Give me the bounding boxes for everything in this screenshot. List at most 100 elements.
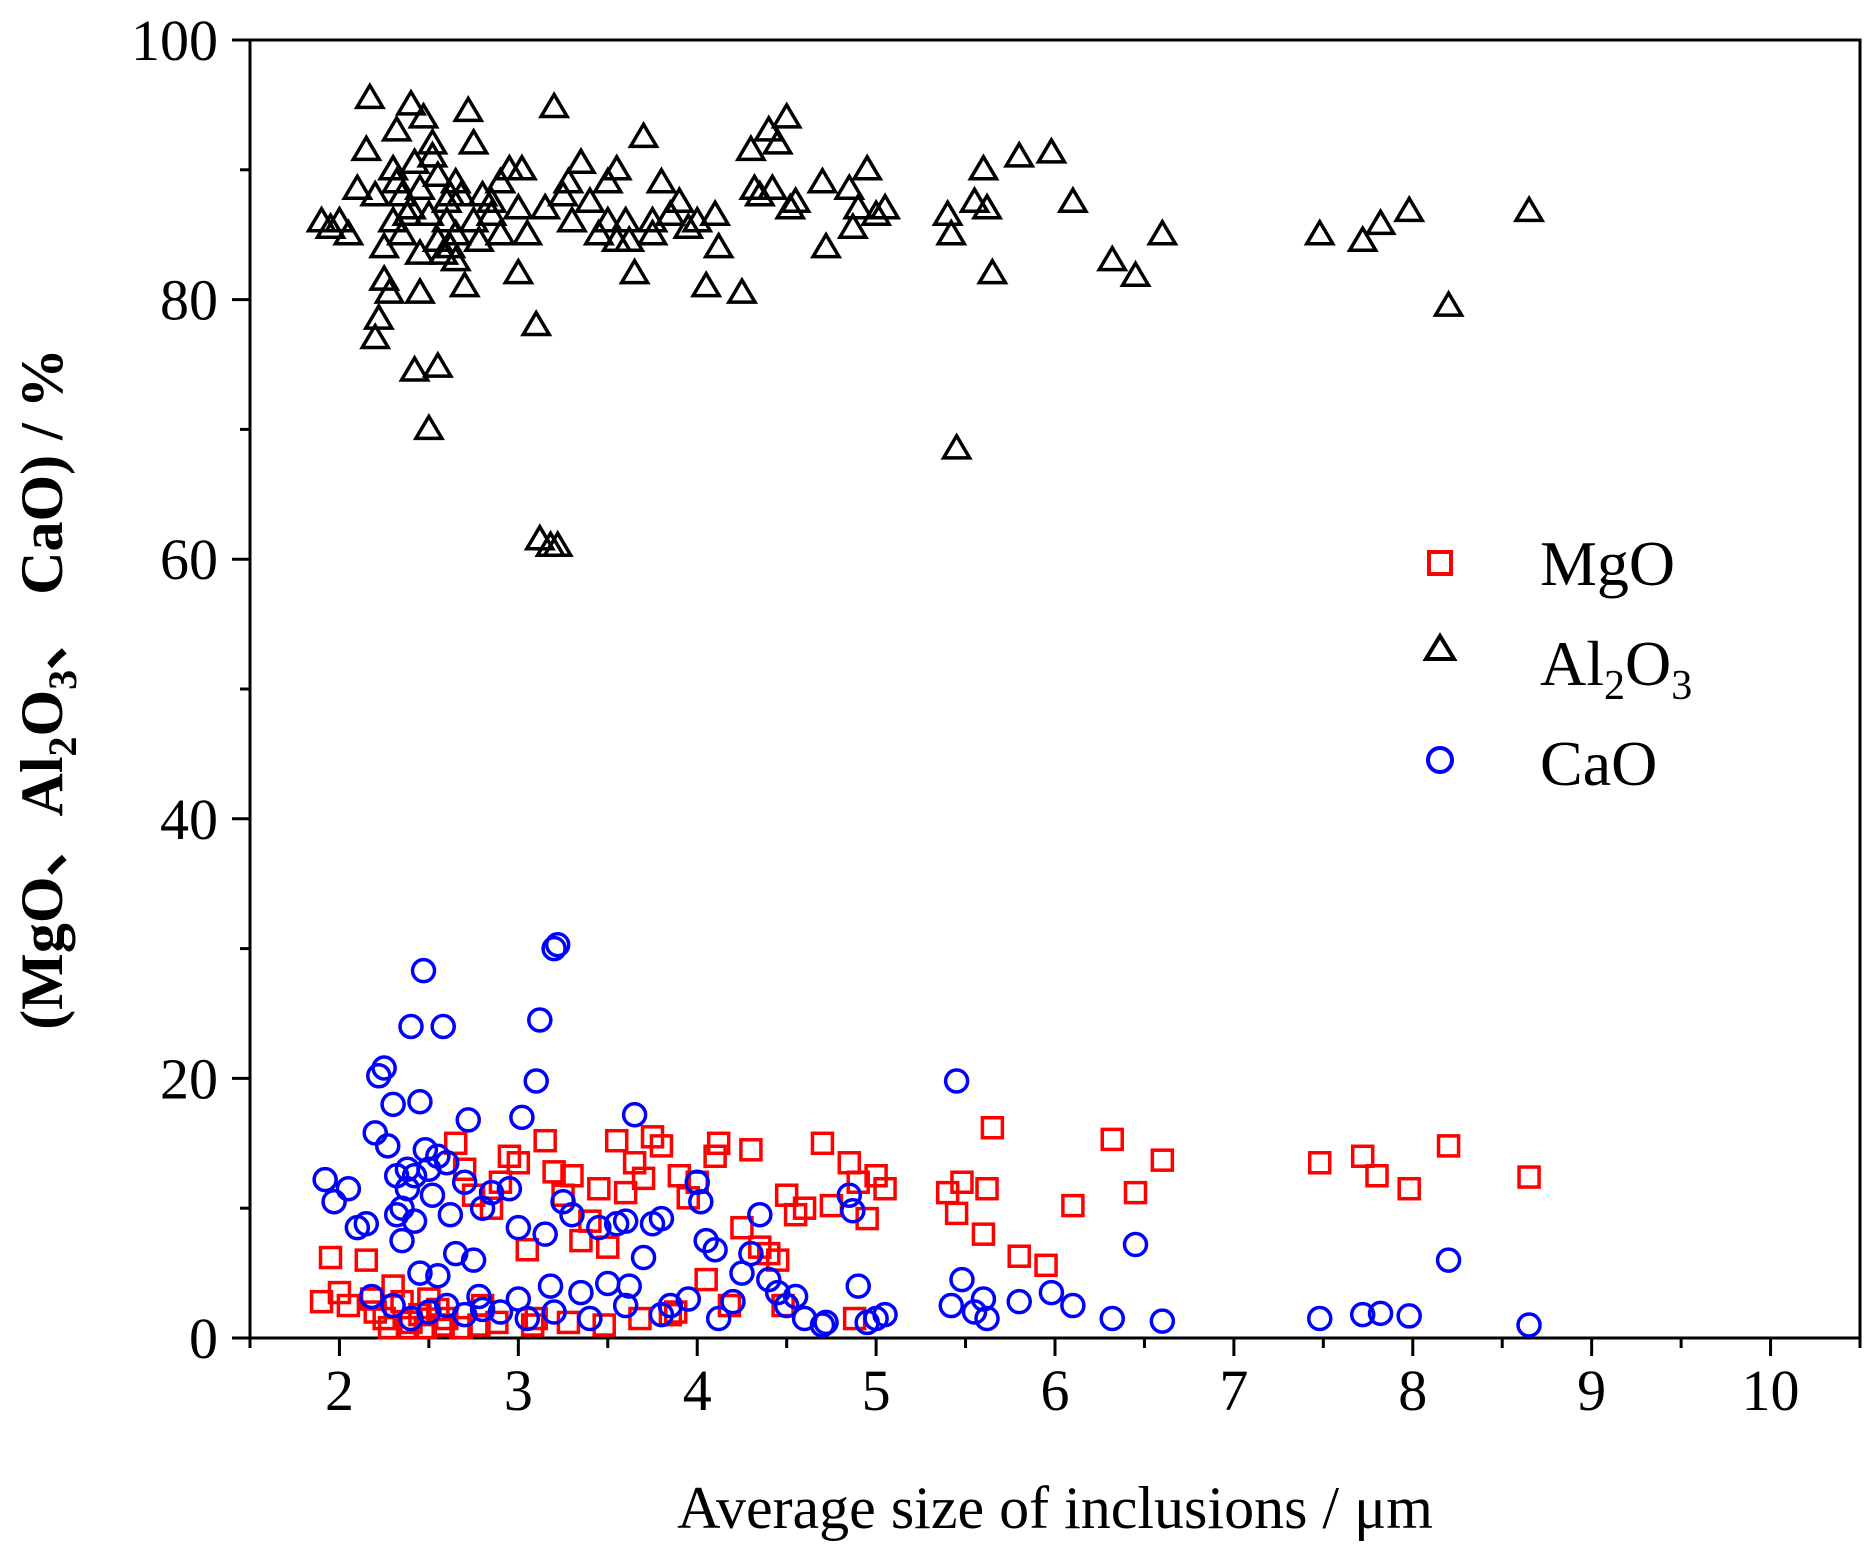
cao-point — [466, 1283, 492, 1310]
al2o3-point — [434, 179, 467, 207]
mgo-point — [587, 1176, 611, 1201]
cao-point — [532, 1221, 558, 1247]
cao-point — [1060, 1292, 1086, 1319]
mgo-point — [950, 1170, 974, 1194]
cao-point — [401, 1163, 428, 1189]
al2o3-point — [806, 166, 839, 194]
legend-marker-mgo — [1427, 550, 1453, 576]
al2o3-point — [362, 302, 395, 330]
y-tick-label: 80 — [160, 268, 218, 333]
mgo-point — [592, 1313, 616, 1337]
series-mgo — [309, 1115, 1541, 1340]
mgo-point — [1308, 1151, 1332, 1175]
al2o3-point — [403, 172, 437, 201]
mgo-point — [1061, 1193, 1085, 1218]
legend-marker-al2o3 — [1422, 632, 1458, 661]
legend-label-sub: 3 — [1671, 663, 1692, 709]
cao-point — [702, 1236, 728, 1263]
mgo-point — [706, 1131, 731, 1156]
al2o3-point — [412, 198, 445, 226]
al2o3-point — [439, 218, 472, 246]
mgo-point — [560, 1164, 584, 1188]
mgo-point — [542, 1160, 566, 1184]
al2o3-point — [421, 159, 454, 188]
cao-point — [970, 1286, 997, 1312]
al2o3-point — [809, 231, 843, 259]
x-tick-label: 2 — [325, 1358, 354, 1423]
cao-point — [455, 1107, 481, 1133]
y-axis-title-part: 、 CaO) / % — [9, 348, 75, 670]
al2o3-point — [403, 237, 437, 265]
al2o3-point — [1146, 218, 1179, 246]
mgo-point — [479, 1196, 504, 1220]
al2o3-point — [368, 231, 401, 259]
mgo-point — [765, 1248, 790, 1272]
cao-point — [487, 1299, 514, 1325]
cao-point — [612, 1292, 639, 1319]
al2o3-point — [564, 146, 598, 175]
cao-point — [747, 1201, 773, 1228]
mgo-point — [1397, 1176, 1421, 1201]
cao-point — [961, 1299, 988, 1325]
cao-point — [840, 1198, 866, 1224]
mgo-point — [703, 1144, 727, 1169]
cao-point — [312, 1166, 338, 1193]
cao-point — [616, 1273, 642, 1299]
mgo-point — [449, 1315, 473, 1340]
al2o3-point — [502, 192, 535, 220]
al2o3-point — [1003, 140, 1036, 168]
y-axis-title-part: O — [9, 690, 75, 737]
mgo-point — [631, 1166, 656, 1191]
legend-label-al2o3: Al2O3 — [1540, 628, 1692, 709]
al2o3-point — [600, 224, 633, 252]
cao-point — [612, 1208, 639, 1234]
x-tick-label: 7 — [1219, 1358, 1248, 1423]
cao-point — [1099, 1305, 1125, 1332]
al2o3-point — [452, 94, 485, 123]
cao-point — [437, 1201, 464, 1228]
cao-point — [595, 1270, 621, 1297]
cao-point — [559, 1201, 585, 1228]
al2o3-point — [475, 198, 508, 226]
mgo-point — [980, 1115, 1005, 1140]
cao-point — [586, 1214, 612, 1241]
al2o3-point — [842, 192, 875, 220]
mgo-point — [520, 1313, 545, 1337]
al2o3-point — [860, 198, 893, 226]
x-axis-ticks: 2 3 4 5 6 7 8 9 10 — [248, 1338, 1862, 1423]
al2o3-point — [1303, 218, 1336, 246]
cao-point — [943, 1068, 970, 1094]
legend-label-sub: 2 — [1604, 663, 1625, 709]
al2o3-point — [756, 172, 789, 201]
al2o3-point — [958, 185, 991, 213]
cao-point — [425, 1262, 451, 1289]
mgo-point — [855, 1206, 879, 1231]
al2o3-point — [394, 192, 428, 220]
cao-point — [407, 1089, 433, 1115]
mgo-point — [533, 1128, 557, 1153]
cao-point — [1367, 1300, 1394, 1327]
al2o3-point — [725, 276, 759, 304]
al2o3-point — [833, 172, 866, 201]
al2o3-point — [1432, 289, 1465, 317]
al2o3-point — [836, 211, 869, 239]
legend: MgO Al2O3 CaO — [1422, 528, 1692, 799]
mgo-point — [975, 1176, 999, 1201]
cao-point — [478, 1179, 505, 1206]
al2o3-point — [645, 166, 678, 194]
al2o3-point — [398, 354, 431, 382]
al2o3-point — [475, 185, 508, 213]
cao-point — [684, 1169, 710, 1195]
mgo-point — [613, 1180, 638, 1205]
cao-point — [412, 1137, 439, 1163]
legend-label-part: Al — [1540, 628, 1604, 699]
legend-label-cao: CaO — [1540, 728, 1657, 799]
al2o3-point — [421, 350, 454, 378]
y-tick-label: 40 — [160, 787, 218, 852]
cao-point — [1307, 1305, 1333, 1332]
al2o3-point — [407, 101, 440, 129]
cao-point — [648, 1205, 675, 1232]
mgo-point — [1007, 1244, 1031, 1268]
cao-point — [527, 1007, 553, 1033]
cao-point — [410, 957, 437, 984]
